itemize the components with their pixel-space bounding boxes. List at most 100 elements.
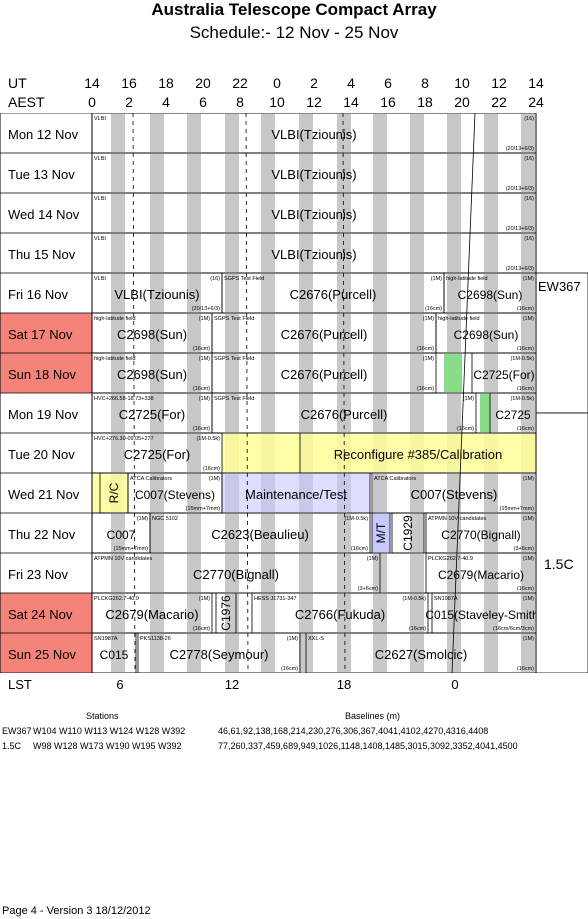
- block-band: (16cm): [517, 306, 534, 312]
- ut-tick: 6: [384, 75, 392, 91]
- block-name: C007(Stevens): [411, 487, 498, 502]
- night-stripe: [225, 634, 239, 672]
- night-stripe: [373, 274, 387, 312]
- block-band: (16cm): [203, 466, 220, 472]
- block-array: (1M): [431, 276, 442, 282]
- night-stripe: [373, 314, 387, 352]
- night-stripe: [337, 554, 351, 592]
- ut-tick: 22: [232, 75, 248, 91]
- night-stripe: [373, 394, 387, 432]
- night-stripe: [484, 594, 498, 632]
- night-stripe: [373, 154, 387, 192]
- block-array: (16): [524, 116, 534, 122]
- block-array: (1M): [423, 356, 434, 362]
- day-cell: [0, 393, 92, 433]
- night-stripe: [111, 234, 125, 272]
- block-array: (1M-0.5k): [510, 396, 534, 402]
- block-array: (1M): [523, 516, 534, 522]
- night-stripe: [299, 274, 313, 312]
- block-band: (20/13+6/3): [192, 306, 220, 312]
- block-band: (16cm): [417, 386, 434, 392]
- baselines-heading: Baselines (m): [345, 711, 401, 721]
- block-band: (16cm): [193, 426, 210, 432]
- night-stripe: [187, 554, 201, 592]
- night-stripe: [187, 594, 201, 632]
- block-band: (15mm+7mm): [186, 506, 221, 512]
- night-stripe: [373, 474, 387, 512]
- aest-tick: 22: [491, 94, 507, 110]
- night-stripe: [484, 634, 498, 672]
- night-stripe: [447, 154, 461, 192]
- block-name: C2698(Sun): [454, 328, 519, 342]
- night-stripe: [111, 194, 125, 232]
- night-stripe: [187, 154, 201, 192]
- night-stripe: [187, 114, 201, 152]
- night-stripe: [187, 234, 201, 272]
- night-stripe: [261, 594, 275, 632]
- night-stripe: [410, 114, 424, 152]
- night-stripe: [521, 634, 535, 672]
- night-stripe: [337, 354, 351, 392]
- night-stripe: [261, 354, 275, 392]
- block-band: (20/13+6/3): [506, 226, 534, 232]
- block-band: (15mm+7mm): [114, 546, 149, 552]
- night-stripe: [225, 154, 239, 192]
- night-stripe: [299, 514, 313, 552]
- night-stripe: [261, 234, 275, 272]
- block-target: SN1987A: [94, 636, 118, 642]
- lst-tick: 12: [224, 677, 240, 692]
- night-stripe: [484, 114, 498, 152]
- block-band: (3+6cm): [514, 546, 534, 552]
- block-name: C2778(Seymour): [170, 647, 269, 662]
- block-target: HESS J1731-347: [254, 596, 297, 602]
- block-name: C2623(Beaulieu): [211, 527, 309, 542]
- block-target: SN1987A: [434, 596, 458, 602]
- night-stripe: [299, 194, 313, 232]
- block-name: C2770(Bignall): [193, 567, 279, 582]
- day-cell: [0, 273, 92, 313]
- block-name: C2698(Sun): [458, 288, 523, 302]
- block-target: SGPS Test Field: [214, 316, 254, 322]
- block-array: (16): [524, 156, 534, 162]
- block-name: C007(Stevens): [135, 488, 215, 502]
- night-stripe: [337, 114, 351, 152]
- block-array: (16): [524, 196, 534, 202]
- page-footer: Page 4 - Version 3 18/12/2012: [2, 905, 151, 917]
- night-stripe: [150, 474, 164, 512]
- ut-tick: 18: [158, 75, 174, 91]
- night-stripe: [447, 314, 461, 352]
- night-stripe: [373, 194, 387, 232]
- ut-tick: 4: [347, 75, 355, 91]
- night-stripe: [261, 194, 275, 232]
- night-stripe: [187, 514, 201, 552]
- day-label: Fri 23 Nov: [8, 567, 68, 582]
- block-array: (1M): [423, 316, 434, 322]
- night-stripe: [225, 554, 239, 592]
- block-target: high-latitude field: [94, 356, 136, 362]
- block-band: (16cm): [409, 626, 426, 632]
- block-array: (1M): [209, 476, 220, 482]
- block-target: VLBI: [94, 276, 106, 282]
- block-name: C2676(Purcell): [281, 367, 368, 382]
- ut-tick: 10: [454, 75, 470, 91]
- block-name: VLBI(Tziounis): [271, 167, 356, 182]
- block-band: (15mm+7mm): [500, 506, 535, 512]
- block-target: ATCA Calibrators: [374, 476, 416, 482]
- night-stripe: [187, 314, 201, 352]
- night-stripe: [521, 594, 535, 632]
- night-stripe: [484, 354, 498, 392]
- block-target: SGPS Test Field: [214, 396, 254, 402]
- night-stripe: [187, 634, 201, 672]
- block-name: C1929: [401, 515, 415, 551]
- night-stripe: [484, 474, 498, 512]
- day-cell: [0, 233, 92, 273]
- night-stripe: [225, 394, 239, 432]
- aest-tick: 2: [125, 94, 133, 110]
- ut-tick: 14: [84, 75, 100, 91]
- night-stripe: [373, 354, 387, 392]
- maint-band: [222, 474, 370, 512]
- block-array: (1M-0.5k): [402, 596, 426, 602]
- night-stripe: [447, 594, 461, 632]
- block-array: (1M-0.5k): [196, 436, 220, 442]
- block-name: VLBI(Tziounis): [271, 247, 356, 262]
